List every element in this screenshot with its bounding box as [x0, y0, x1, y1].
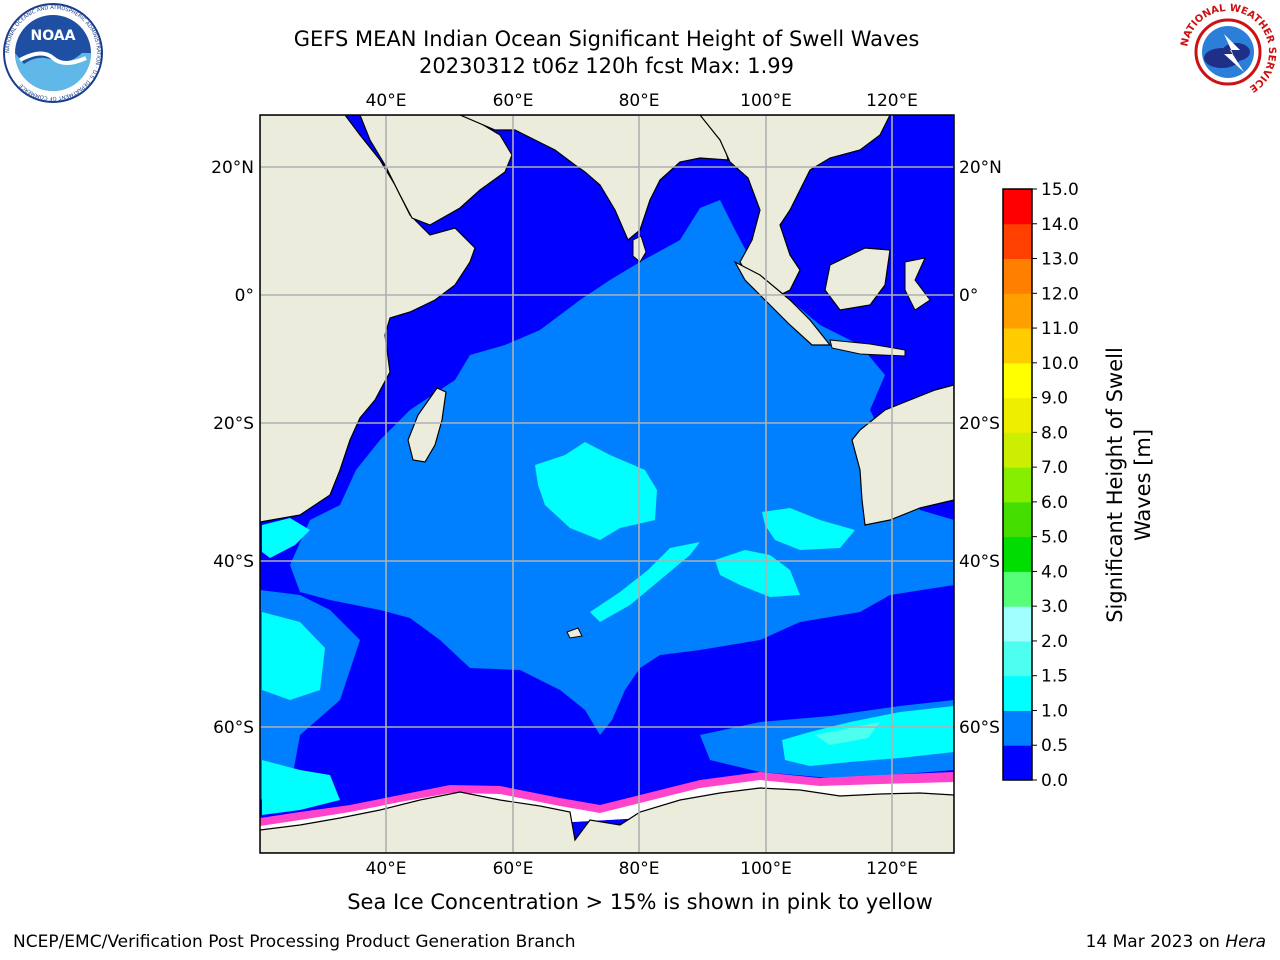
- x-tick-label: 120°E: [866, 91, 918, 111]
- y-tick-label: 60°S: [959, 718, 1000, 738]
- colorbar-swatch: [1003, 745, 1032, 781]
- map-frame: [259, 114, 955, 854]
- chart-subtitle: 20230312 t06z 120h fcst Max: 1.99: [419, 54, 794, 78]
- y-tick-label: 20°S: [959, 414, 1000, 434]
- footer-host: Hera: [1225, 932, 1266, 952]
- map-area: [260, 115, 954, 853]
- svg-text:NOAA: NOAA: [31, 28, 76, 44]
- colorbar-tick-label: 7.0: [1041, 458, 1068, 478]
- colorbar-swatch: [1003, 467, 1032, 503]
- land-sulawesi: [904, 257, 931, 311]
- colorbar: 0.0 0.5 1.0 1.5 2.0 3.0 4.0 5.0 6.0 7.0 8.0 9.0 10.0…: [1002, 180, 1079, 791]
- y-tick-label: 20°N: [959, 158, 1002, 178]
- x-tick-label: 60°E: [493, 859, 534, 879]
- y-tick-label: 0°: [235, 286, 254, 306]
- land-java: [829, 339, 906, 357]
- x-tick-labels-top: 40°E 60°E 80°E 100°E 120°E: [366, 91, 918, 111]
- nws-logo: NATIONAL WEATHER SERVICE: [1179, 3, 1277, 100]
- y-tick-labels-left: 20°N 0° 20°S 40°S 60°S: [211, 158, 254, 738]
- swell-zone-1-1p5-h: [262, 518, 310, 558]
- colorbar-tick-label: 5.0: [1041, 528, 1068, 548]
- y-tick-label: 0°: [959, 286, 978, 306]
- colorbar-swatch: [1003, 223, 1032, 260]
- x-tick-label: 80°E: [619, 91, 660, 111]
- colorbar-tick-label: 0.0: [1041, 771, 1068, 791]
- colorbar-tick-label: 14.0: [1041, 215, 1079, 235]
- x-tick-label: 100°E: [740, 91, 792, 111]
- colorbar-tick-label: 10.0: [1041, 354, 1079, 374]
- colorbar-swatch: [1003, 362, 1032, 399]
- colorbar-swatch: [1003, 293, 1032, 329]
- gridlines: [260, 115, 954, 853]
- colorbar-label-line2: Waves [m]: [1131, 429, 1155, 541]
- colorbar-label-line1: Significant Height of Swell: [1103, 347, 1127, 623]
- swell-zone-1-1p5-g: [262, 760, 340, 815]
- colorbar-swatch: [1003, 501, 1032, 538]
- colorbar-swatch: [1003, 606, 1032, 642]
- swell-zone-1-1p5-a: [535, 442, 657, 540]
- land-kerguelen: [566, 627, 583, 639]
- footer-credit: NCEP/EMC/Verification Post Processing Pr…: [13, 932, 576, 952]
- colorbar-tick-label: 2.0: [1041, 632, 1068, 652]
- colorbar-swatch: [1003, 258, 1032, 294]
- colorbar-tick-label: 4.0: [1041, 562, 1068, 582]
- colorbar-swatch: [1003, 710, 1032, 746]
- colorbar-swatch: [1003, 571, 1032, 607]
- colorbar-tick-label: 13.0: [1041, 250, 1079, 270]
- x-tick-label: 40°E: [366, 91, 407, 111]
- x-tick-label: 100°E: [740, 859, 792, 879]
- sea-ice-note: Sea Ice Concentration > 15% is shown in …: [347, 890, 933, 914]
- colorbar-tick-label: 3.0: [1041, 597, 1068, 617]
- land-antarctica: [260, 787, 954, 853]
- swell-zone-1-1p5-f: [262, 612, 325, 700]
- x-tick-label: 40°E: [366, 859, 407, 879]
- y-tick-label: 20°N: [211, 158, 254, 178]
- x-tick-labels-bottom: 40°E 60°E 80°E 100°E 120°E: [366, 859, 918, 879]
- colorbar-swatch: [1003, 432, 1032, 468]
- colorbar-swatch: [1003, 397, 1032, 433]
- y-tick-label: 40°S: [959, 552, 1000, 572]
- colorbar-tick-label: 11.0: [1041, 319, 1079, 339]
- footer-date: 14 Mar 2023 on Hera: [1086, 932, 1266, 952]
- y-tick-labels-right: 20°N 0° 20°S 40°S 60°S: [959, 158, 1002, 738]
- swell-zone-1-1p5-d: [590, 542, 700, 622]
- y-tick-label: 60°S: [213, 718, 254, 738]
- x-tick-label: 120°E: [866, 859, 918, 879]
- chart-title: GEFS MEAN Indian Ocean Significant Heigh…: [293, 27, 920, 51]
- colorbar-tick-label: 1.0: [1041, 701, 1068, 721]
- footer-date-text: 14 Mar 2023 on: [1085, 932, 1226, 952]
- colorbar-swatch: [1003, 189, 1032, 225]
- x-tick-label: 80°E: [619, 859, 660, 879]
- y-tick-label: 20°S: [213, 414, 254, 434]
- y-tick-label: 40°S: [213, 552, 254, 572]
- colorbar-swatch: [1003, 328, 1032, 364]
- land-sumatra: [733, 260, 832, 346]
- colorbar-swatch: [1003, 536, 1032, 572]
- colorbar-tick-label: 1.5: [1041, 667, 1068, 687]
- colorbar-tick-label: 0.5: [1041, 736, 1068, 756]
- noaa-logo: NOAA NATIONAL OCEANIC AND ATMOSPHERIC AD…: [3, 3, 103, 103]
- colorbar-tick-label: 15.0: [1041, 180, 1079, 200]
- colorbar-tick-label: 12.0: [1041, 284, 1079, 304]
- x-tick-label: 60°E: [493, 91, 534, 111]
- colorbar-swatch: [1003, 640, 1032, 677]
- colorbar-tick-label: 6.0: [1041, 493, 1068, 513]
- swell-zone-1-1p5-b: [762, 508, 855, 550]
- land-australia: [851, 384, 954, 526]
- land-south-asia: [459, 115, 729, 241]
- colorbar-tick-label: 8.0: [1041, 423, 1068, 443]
- colorbar-swatch: [1003, 675, 1032, 711]
- colorbar-tick-label: 9.0: [1041, 389, 1068, 409]
- land-southeast-asia: [699, 115, 891, 301]
- colorbar-frame: [1002, 188, 1033, 781]
